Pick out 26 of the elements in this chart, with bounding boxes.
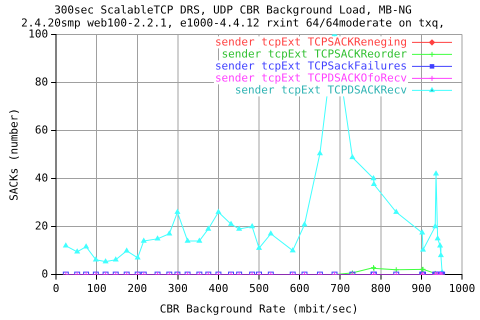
x-tick-label: 900 (411, 282, 432, 296)
legend-label: sender tcpExt TCPDSACKOfoRecv (214, 71, 408, 84)
legend-label: sender tcpExt TCPDSACKRecv (234, 83, 408, 96)
y-tick-label: 60 (34, 123, 48, 136)
chart-title: 300sec ScalableTCP DRS, UDP CBR Background Load, MB-NG (54, 3, 412, 16)
x-tick-label: 400 (208, 282, 228, 296)
y-tick-label: 20 (34, 219, 48, 232)
legend-label: sender tcpExt TCPSackFailures (214, 59, 407, 72)
y-tick-label: 80 (34, 75, 48, 88)
chart-subtitle: 2.4.20smp web100-2.2.1, e1000-4.4.12 rxint 64/64moderate on txq, (21, 16, 445, 30)
x-tick-label: 200 (127, 282, 148, 296)
x-tick-label: 500 (249, 282, 269, 296)
x-axis-title: CBR Background Rate (mbit/sec) (160, 302, 358, 316)
x-tick-label: 800 (370, 282, 391, 296)
y-tick-label: 40 (34, 171, 48, 184)
x-tick-label: 600 (290, 282, 310, 296)
x-tick-label: 100 (86, 282, 107, 296)
y-tick-label: 0 (41, 267, 48, 280)
x-tick-label: 700 (330, 282, 350, 296)
y-tick-label: 100 (28, 27, 48, 40)
x-tick-label: 300 (168, 282, 188, 296)
legend-label: sender tcpExt TCPSACKReorder (222, 47, 408, 60)
x-tick-label: 1000 (448, 282, 476, 296)
y-axis-title: SACKs (number) (7, 108, 20, 201)
legend-label: sender tcpExt TCPSACKReneging (214, 35, 407, 48)
x-tick-label: 0 (52, 282, 60, 296)
